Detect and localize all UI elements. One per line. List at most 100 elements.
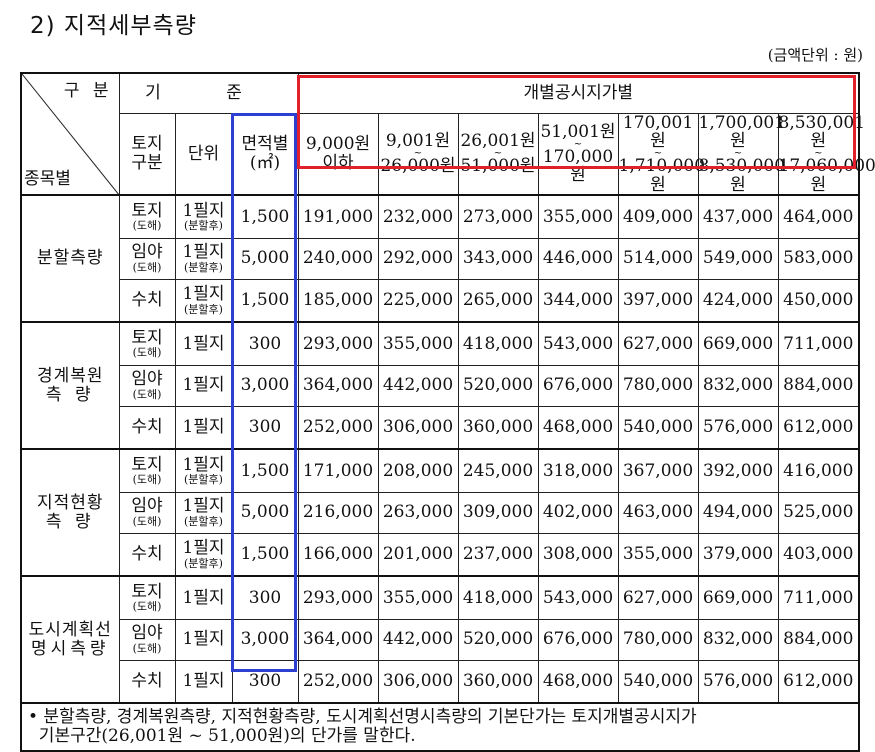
price-cell: 612,000 [777,405,861,450]
price-cell: 576,000 [697,659,779,704]
survey-category: 지적현황 측 량 [20,448,120,577]
price-cell: 437,000 [697,194,779,239]
price-cell: 292,000 [377,237,459,280]
price-cell: 468,000 [537,659,619,704]
survey-category: 도시계획선 명시측량 [20,575,120,704]
table-row: 지적현황 측 량 토지 (도해) 1필지 (분할후) 1,500 171,000 208,000… [20,448,861,577]
table-row: 임야 (도해) 1필지 (분할후) 5,000 240,000 292,000 343,000… [21,237,861,280]
price-cell: 225,000 [377,278,459,323]
price-cell: 442,000 [377,618,459,661]
land-type-cell: 임야 (도해) [118,618,176,661]
price-cell: 343,000 [457,237,539,280]
footnote-row: • 분할측량, 경계복원측량, 지적현황측량, 도시계획선명시측량의 기본단가는… [19,702,861,752]
area-cell: 1,500 [231,194,299,239]
price-cell: 416,000 [777,448,861,493]
price-cell: 191,000 [297,194,379,239]
price-cell: 543,000 [537,575,619,620]
price-cell: 355,000 [537,194,619,239]
price-cell: 884,000 [777,364,861,407]
price-cell: 424,000 [697,278,779,323]
price-cell: 355,000 [377,575,459,620]
price-cell: 397,000 [617,278,699,323]
table-row: 도시계획선 명시측량 토지 (도해) 1필지 300 293,000 355,000 418,0… [20,575,861,704]
price-cell: 265,000 [457,278,539,323]
unit-cell: 1필지 (분할후) [174,491,233,534]
price-cell: 306,000 [377,405,459,450]
land-type-cell: 토지 (도해) [118,575,176,620]
price-cell: 494,000 [697,491,779,534]
unit-cell: 1필지 [174,405,233,450]
price-cell: 576,000 [697,405,779,450]
unit-cell: 1필지 [174,618,233,661]
unit-cell: 1필지 [174,659,233,704]
price-cell: 367,000 [617,448,699,493]
price-cell: 627,000 [617,575,699,620]
price-cell: 364,000 [297,618,379,661]
price-cell: 464,000 [777,194,861,239]
footnote: • 분할측량, 경계복원측량, 지적현황측량, 도시계획선명시측량의 기본단가는… [19,702,861,752]
area-cell: 300 [231,575,299,620]
land-type-header: 토지 구분 [118,112,176,196]
price-cell: 669,000 [697,321,779,366]
table-row: 임야 (도해) 1필지 3,000 364,000 442,000 520,000 676,0… [21,618,861,661]
land-type-cell: 토지 (도해) [118,321,176,366]
price-cell: 309,000 [457,491,539,534]
price-cell: 392,000 [697,448,779,493]
area-cell: 1,500 [231,532,299,577]
price-cell: 185,000 [297,278,379,323]
land-type-cell: 임야 (도해) [118,364,176,407]
price-cell: 171,000 [297,448,379,493]
price-cell: 355,000 [617,532,699,577]
table-row: 수치 1필지 300 252,000 306,000 360,000 468,000 540,… [21,659,861,704]
land-type-cell: 임야 (도해) [118,237,176,280]
diagonal-line [22,74,119,194]
price-cell: 237,000 [457,532,539,577]
area-header: 면적별 (㎡) [231,112,299,196]
diag-header-top: 구 분 [63,81,113,101]
price-tier-header: 8,530,001원 ~17,060,000원 [777,112,875,196]
unit-cell: 1필지 [174,321,233,366]
price-cell: 201,000 [377,532,459,577]
price-cell: 308,000 [537,532,619,577]
area-cell: 5,000 [231,491,299,534]
price-cell: 355,000 [377,321,459,366]
price-cell: 245,000 [457,448,539,493]
area-cell: 300 [231,405,299,450]
unit-cell: 1필지 [174,364,233,407]
price-cell: 525,000 [777,491,861,534]
area-cell: 1,500 [231,278,299,323]
price-cell: 360,000 [457,659,539,704]
price-cell: 711,000 [777,575,861,620]
unit-header: 단위 [174,112,233,196]
price-cell: 832,000 [697,364,779,407]
table-row: 수치 1필지 (분할후) 1,500 166,000 201,000 237,000 308,… [21,532,861,577]
unit-cell: 1필지 [174,575,233,620]
land-type-cell: 수치 [118,659,176,704]
price-cell: 252,000 [297,659,379,704]
price-cell: 360,000 [457,405,539,450]
criteria-header: 기 준 [118,72,299,114]
price-group-header: 개별공시지가별 [297,72,861,114]
price-cell: 208,000 [377,448,459,493]
area-cell: 3,000 [231,618,299,661]
price-cell: 252,000 [297,405,379,450]
price-cell: 418,000 [457,321,539,366]
land-type-cell: 수치 [118,532,176,577]
area-cell: 300 [231,321,299,366]
table-row: 임야 (도해) 1필지 3,000 364,000 442,000 520,000 676,0… [21,364,861,407]
area-cell: 1,500 [231,448,299,493]
price-cell: 232,000 [377,194,459,239]
diag-header-bottom: 종목별 [24,168,71,189]
price-cell: 520,000 [457,364,539,407]
land-type-cell: 임야 (도해) [118,491,176,534]
unit-cell: 1필지 (분할후) [174,532,233,577]
price-tier-header: 51,001원 ~170,000원 [537,112,619,196]
unit-cell: 1필지 (분할후) [174,278,233,323]
price-cell: 166,000 [297,532,379,577]
land-type-cell: 토지 (도해) [118,448,176,493]
price-cell: 540,000 [617,659,699,704]
currency-unit-note: (금액단위 : 원) [767,46,863,64]
price-cell: 780,000 [617,618,699,661]
price-cell: 463,000 [617,491,699,534]
survey-fee-table: 구 분 종목별 기 준 개별공시지가별 토지 구분 단위 면적별 (㎡) 9,000… [19,71,875,752]
